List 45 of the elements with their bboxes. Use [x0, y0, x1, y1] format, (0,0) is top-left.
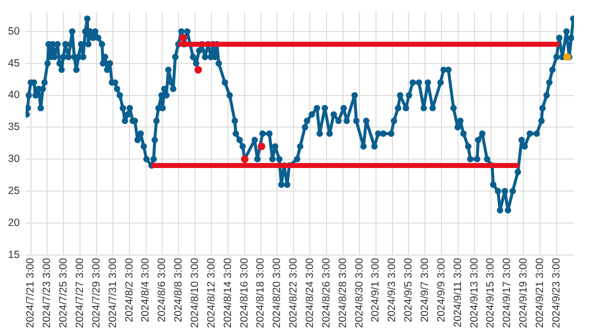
point — [194, 66, 202, 74]
point — [179, 34, 187, 42]
x-tick-label: 2024/9/15 3:00 — [484, 258, 497, 328]
x-tick-label: 2024/8/8 3:00 — [172, 258, 185, 322]
x-tick-label: 2024/9/9 3:00 — [435, 258, 448, 322]
x-tick-label: 2024/8/30 3:00 — [353, 258, 366, 328]
x-tick-label: 2024/9/21 3:00 — [534, 258, 546, 328]
x-tick-label: 2024/7/25 3:00 — [58, 258, 70, 328]
x-tick-label: 2024/9/1 3:00 — [370, 258, 382, 322]
x-tick-label: 2024/7/31 3:00 — [106, 258, 119, 328]
y-tick-label: 45 — [8, 57, 20, 70]
x-tick-label: 2024/8/2 3:00 — [123, 258, 136, 322]
x-tick-label: 2024/8/28 3:00 — [336, 258, 349, 328]
x-tick-label: 2024/8/24 3:00 — [304, 258, 316, 328]
x-tick-label: 2024/7/27 3:00 — [74, 258, 86, 328]
x-tick-label: 2024/8/10 3:00 — [188, 258, 201, 328]
x-tick-label: 2024/9/7 3:00 — [419, 258, 431, 322]
x-tick-label: 2024/9/19 3:00 — [518, 258, 530, 328]
x-tick-label: 2024/8/26 3:00 — [320, 258, 332, 328]
y-tick-label: 35 — [8, 121, 20, 134]
y-tick-label: 30 — [8, 153, 20, 166]
x-tick-label: 2024/8/4 3:00 — [140, 258, 152, 322]
x-tick-label: 2024/7/23 3:00 — [41, 258, 54, 328]
x-tick-label: 2024/8/16 3:00 — [238, 258, 250, 328]
x-tick-label: 2024/9/23 3:00 — [550, 258, 562, 328]
x-tick-label: 2024/9/13 3:00 — [468, 258, 480, 328]
x-tick-label: 2024/7/21 3:00 — [24, 258, 37, 328]
x-tick-label: 2024/8/22 3:00 — [288, 258, 300, 328]
x-tick-label: 2024/9/5 3:00 — [402, 258, 415, 322]
point — [563, 53, 571, 61]
point — [258, 142, 266, 150]
x-tick-label: 2024/9/17 3:00 — [501, 258, 514, 328]
x-tick-label: 2024/8/14 3:00 — [222, 258, 234, 328]
y-tick-label: 50 — [8, 25, 20, 38]
x-tick-label: 2024/9/11 3:00 — [452, 258, 464, 328]
x-tick-label: 2024/8/18 3:00 — [254, 258, 267, 328]
y-tick-label: 25 — [8, 184, 20, 197]
y-tick-label: 20 — [8, 216, 20, 229]
x-tick-label: 2024/7/29 3:00 — [90, 258, 102, 328]
y-tick-label: 15 — [8, 248, 20, 261]
x-tick-label: 2024/9/3 3:00 — [386, 258, 398, 322]
x-tick-label: 2024/8/20 3:00 — [271, 258, 284, 328]
x-tick-label: 2024/8/12 3:00 — [205, 258, 218, 328]
x-tick-label: 2024/8/6 3:00 — [156, 258, 168, 322]
y-tick-label: 40 — [8, 89, 20, 102]
